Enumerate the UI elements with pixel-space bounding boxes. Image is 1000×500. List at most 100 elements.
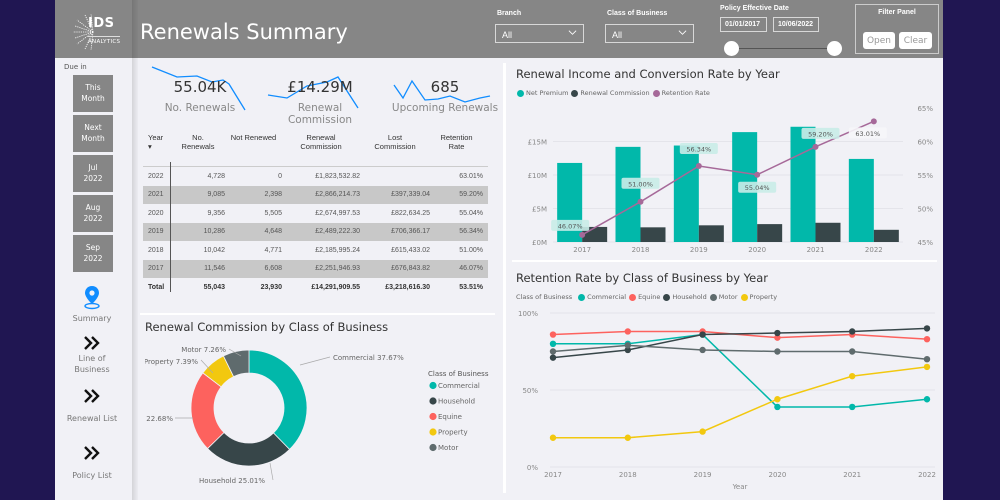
- open-filter-button[interactable]: Open: [863, 32, 895, 49]
- cell: 9,356: [207, 209, 225, 217]
- series-point-motor: [849, 348, 856, 355]
- header-bar: IDS ANALYTICS Renewals Summary Branch Al…: [55, 0, 943, 58]
- x-tick-label: 2020: [748, 246, 766, 254]
- date-slider-end-handle[interactable]: [827, 41, 842, 56]
- nav-policy-list-label: Policy List: [72, 471, 112, 480]
- table-row[interactable]: 2021 9,085 2,398 £2,866,214.73 £397,339.04 59…: [143, 185, 488, 204]
- table-row[interactable]: 2019 10,286 4,648 £2,489,222.30 £706,366.17 5…: [143, 222, 488, 241]
- legend-label: Equine: [438, 413, 462, 421]
- x-tick-label: 2019: [694, 471, 712, 479]
- class-of-business-dropdown[interactable]: All: [605, 24, 694, 43]
- cell: 5,505: [264, 209, 282, 217]
- legend-item[interactable]: Net Premium: [514, 89, 568, 97]
- bar-renewal-commission: [815, 222, 841, 242]
- data-label-bg: [848, 127, 887, 139]
- col-header-retention-rate[interactable]: Retention Rate: [440, 133, 473, 152]
- cell: £2,489,222.30: [315, 228, 360, 236]
- cell: 59.20%: [459, 191, 483, 199]
- legend-label: Property: [438, 429, 468, 437]
- combo-chart: £0M £5M £10M £15M 45% 50% 55% 60% 65% 2017 2018 201…: [528, 105, 934, 254]
- x-tick-label: 2021: [807, 246, 825, 254]
- nav-line-of-business[interactable]: Line of Business: [55, 335, 129, 376]
- legend-item[interactable]: Renewal Commission: [568, 89, 650, 97]
- series-point-household: [849, 328, 856, 335]
- col-header-not-renewed[interactable]: Not Renewed: [230, 133, 277, 142]
- double-chevron-right-icon: [84, 389, 100, 403]
- col-header-year[interactable]: Year ▾: [148, 133, 164, 152]
- legend-item[interactable]: Retention Rate: [650, 89, 710, 97]
- bar-net-premium: [790, 126, 816, 242]
- data-label: 56.34%: [686, 146, 711, 154]
- date-slider-track[interactable]: [735, 48, 837, 49]
- col-header-lost-commission[interactable]: Lost Commission: [374, 133, 416, 152]
- kpi-card-renewals: 55.04K No. Renewals: [145, 60, 255, 115]
- table-row[interactable]: 2022 4,728 0 £1,823,532.82 63.01%: [143, 167, 488, 186]
- date-start-input[interactable]: 01/01/2017: [720, 17, 767, 32]
- due-next-month-button[interactable]: Next Month: [73, 115, 113, 152]
- table-body: 2022 4,728 0 £1,823,532.82 63.01% 2021 9,085 2,…: [143, 167, 488, 278]
- legend-dot-icon: [429, 397, 437, 405]
- x-tick-label: 2018: [632, 246, 650, 254]
- series-point-motor: [774, 348, 781, 355]
- cell: 23,930: [260, 283, 282, 291]
- legend-dot-icon: [429, 428, 437, 436]
- legend-item[interactable]: Motor: [707, 293, 738, 301]
- retention-rate-point: [579, 231, 586, 238]
- legend-item[interactable]: Commercial: [575, 293, 626, 301]
- x-axis-label: Year: [732, 483, 748, 491]
- legend-dot-icon: [571, 89, 579, 97]
- legend-title: Class of Business: [428, 370, 489, 378]
- cell: 2022: [148, 172, 164, 180]
- series-line-household: [552, 327, 928, 359]
- legend-label: Net Premium: [526, 89, 569, 97]
- col-header-renewals[interactable]: No. Renewals: [181, 133, 215, 152]
- legend-item[interactable]: Equine: [626, 293, 660, 301]
- bar-renewal-commission: [698, 225, 724, 242]
- clear-filter-button[interactable]: Clear: [899, 32, 932, 49]
- nav-line-of-label: Line of: [78, 354, 106, 363]
- legend-item[interactable]: Household: [660, 293, 707, 301]
- due-sep-2022-button[interactable]: Sep 2022: [73, 235, 113, 272]
- due-jul-2022-button[interactable]: Jul 2022: [73, 155, 113, 192]
- y-tick-label: £15M: [528, 139, 547, 147]
- panel-divider: [140, 313, 495, 315]
- retention-rate-point: [812, 143, 819, 150]
- bar-net-premium: [673, 145, 699, 242]
- cell: 9,085: [207, 191, 225, 199]
- panel-divider: [503, 63, 506, 493]
- due-btn-line2: 2022: [83, 253, 103, 263]
- table-row[interactable]: 2017 11,546 6,608 £2,251,946.93 £676,843.82 4…: [143, 259, 488, 278]
- due-in-label: Due in: [64, 63, 87, 71]
- kpi-card-upcoming-renewals: 685 Upcoming Renewals: [390, 60, 500, 115]
- chevron-down-icon: [568, 30, 577, 35]
- cell: 6,608: [264, 265, 282, 273]
- nav-renewal-list[interactable]: Renewal List: [55, 388, 129, 425]
- legend-label: Household: [438, 398, 475, 406]
- legend-dot-icon: [663, 293, 671, 301]
- double-chevron-right-icon: [84, 446, 100, 460]
- series-point-commercial: [549, 340, 557, 347]
- data-label: 59.20%: [808, 130, 833, 138]
- x-tick-label: 2020: [768, 471, 786, 479]
- table-row[interactable]: 2020 9,356 5,505 £2,674,997.53 £822,634.25 55…: [143, 204, 488, 223]
- legend-label: Retention Rate: [661, 89, 710, 97]
- nav-summary[interactable]: Summary: [55, 285, 129, 325]
- due-aug-2022-button[interactable]: Aug 2022: [73, 195, 113, 232]
- date-slider-start-handle[interactable]: [724, 41, 739, 56]
- slice-label: Commercial 37.67%: [333, 354, 404, 362]
- nav-policy-list[interactable]: Policy List: [55, 445, 129, 482]
- x-tick-label: 2021: [843, 471, 861, 479]
- map-pin-icon: [84, 286, 100, 310]
- legend-dot-icon: [517, 89, 524, 97]
- legend-dot-icon: [629, 293, 637, 301]
- due-btn-line2: 2022: [83, 173, 103, 183]
- col-header-renewal-commission[interactable]: Renewal Commission: [300, 133, 342, 152]
- table-row[interactable]: 2018 10,042 4,771 £2,185,995.24 £615,433.02 5…: [143, 241, 488, 260]
- due-this-month-button[interactable]: This Month: [73, 75, 113, 112]
- series-point-property: [549, 434, 557, 441]
- series-point-motor: [923, 356, 931, 363]
- branch-dropdown[interactable]: All: [495, 24, 584, 43]
- series-point-household: [549, 354, 557, 361]
- date-end-input[interactable]: 10/06/2022: [773, 17, 819, 32]
- legend-item[interactable]: Property: [738, 293, 777, 301]
